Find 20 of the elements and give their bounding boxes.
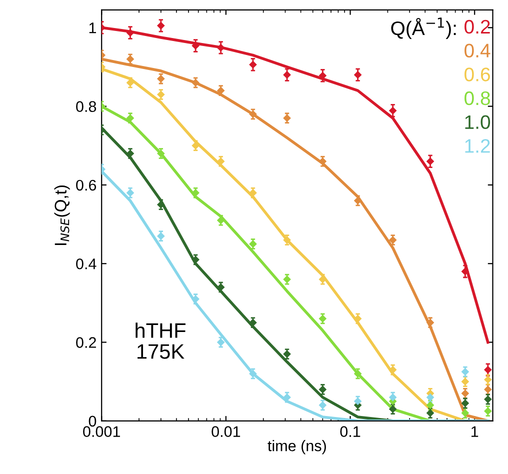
y-tick-label: 0.8 — [76, 101, 96, 112]
text: 0.8 — [464, 91, 490, 106]
y-tick-label: 0.4 — [76, 258, 96, 270]
y-tick-label: 0 — [88, 416, 96, 427]
text: 0.2 — [464, 20, 490, 34]
text: 1.0 — [465, 115, 490, 130]
text: 0.4 — [464, 44, 490, 58]
y-tick-label: 0.2 — [76, 337, 96, 348]
x-axis-title: time (ns) — [268, 440, 326, 454]
x-tick-label: 0.001 — [83, 426, 120, 437]
annotation: hTHF 175K — [136, 322, 186, 359]
x-tick-label: 1 — [472, 426, 478, 437]
y-tick-label: 0.6 — [76, 180, 96, 191]
x-tick-label: 0.1 — [340, 426, 360, 437]
text: 1.2 — [465, 139, 490, 153]
x-tick-label: 0.01 — [212, 426, 240, 437]
y-axis-title: I$_{NSE}$(Q,t) — [54, 185, 70, 245]
y-tick-label: 1 — [89, 22, 96, 34]
text: 0.6 — [464, 68, 490, 82]
legend-title: Q(Å$^{−1}$): — [391, 18, 456, 40]
